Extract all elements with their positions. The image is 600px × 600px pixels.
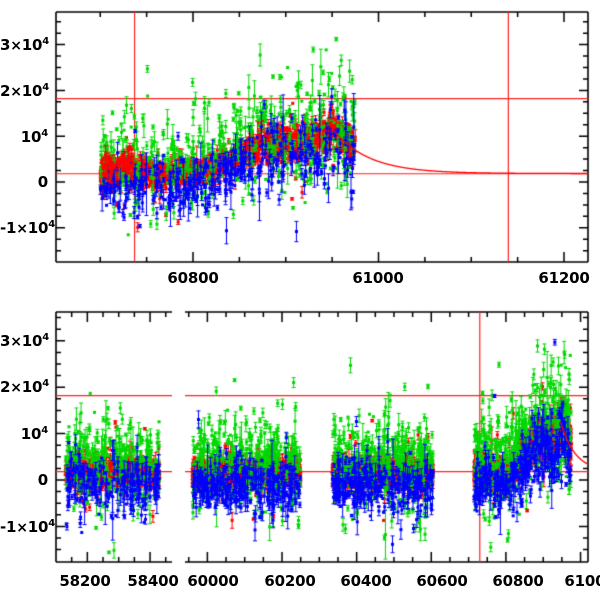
bottom-xtick-label-60600: 60600 — [416, 572, 468, 590]
top-ytick-label-20000: 2×104 — [0, 82, 50, 100]
top-ytick-label-30000: 3×104 — [0, 36, 50, 54]
top-xtick-label-61000: 61000 — [352, 269, 404, 287]
bottom-xtick-label-60000: 60000 — [187, 572, 239, 590]
bottom-xtick-label-60800: 60800 — [492, 572, 544, 590]
bottom-xtick-label-60400: 60400 — [340, 572, 392, 590]
top-ytick-label-0: 0 — [37, 173, 48, 191]
bottom-xtick-label-60200: 60200 — [264, 572, 316, 590]
bottom-xtick-label-58400: 58400 — [127, 572, 179, 590]
top-ytick-label-10000: 104 — [20, 128, 48, 146]
bottom-xtick-label-61000: 61000 — [564, 572, 600, 590]
bottom-xtick-label-58200: 58200 — [59, 572, 111, 590]
bottom-ytick-label-30000: 3×104 — [0, 332, 50, 350]
top-ytick-label--10000: -1×104 — [0, 219, 56, 237]
bottom-ytick-label-10000: 104 — [20, 425, 48, 443]
bottom-ytick-label-0: 0 — [37, 471, 48, 489]
top-xtick-label-60800: 60800 — [167, 269, 219, 287]
bottom-ytick-label--10000: -1×104 — [0, 518, 56, 536]
bottom-ytick-label-20000: 2×104 — [0, 378, 50, 396]
top-xtick-label-61200: 61200 — [538, 269, 590, 287]
